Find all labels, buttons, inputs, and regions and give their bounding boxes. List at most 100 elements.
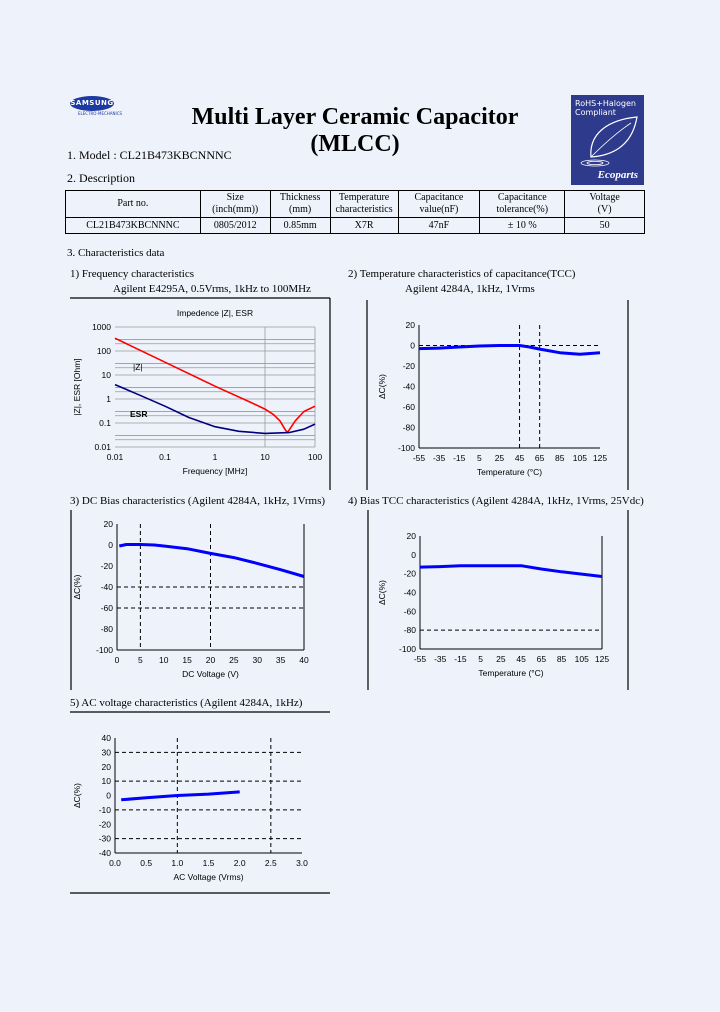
series-line [419, 564, 603, 578]
y-axis-label: ΔC(%) [377, 580, 387, 605]
badge-brand: Ecoparts [597, 169, 638, 181]
y-tick-label: -80 [101, 624, 114, 634]
x-tick-label: 25 [229, 655, 239, 665]
y-tick-label: 0.1 [99, 418, 111, 428]
x-tick-label: 5 [478, 654, 483, 664]
x-tick-label: 35 [276, 655, 286, 665]
chart-frames [70, 297, 629, 894]
x-tick-label: 25 [496, 654, 506, 664]
x-tick-label: 105 [573, 453, 587, 463]
rohs-ecoparts-badge: RoHS+Halogen Compliant Ecoparts [571, 95, 644, 185]
leaf-icon [580, 116, 638, 167]
column-header: Capacitance value(nF) [397, 190, 481, 218]
column-header: Size (inch(mm)) [199, 190, 271, 218]
chart-biastcc: -55 -35 -15 5 25 45 65 85 105 125 20 0 -20 -40 -60 -80 -… [377, 531, 609, 678]
y-tick-label: 40 [102, 733, 112, 743]
chart2-heading: 2) Temperature characteristics of capaci… [348, 268, 576, 280]
series-line [121, 790, 240, 802]
y-tick-label: 10 [102, 370, 112, 380]
y-tick-label: -40 [404, 588, 417, 598]
chart-dcbias: 0 5 10 15 20 25 30 35 40 20 0 -20 -40 -60 -80 -100 DC Vo… [72, 519, 309, 679]
y-tick-label: -40 [101, 582, 114, 592]
y-tick-label: 20 [104, 519, 114, 529]
y-tick-label: -80 [404, 625, 417, 635]
y-tick-label: -100 [399, 644, 416, 654]
y-tick-label: -40 [99, 848, 112, 858]
x-tick-label: 100 [308, 452, 322, 462]
x-tick-label: -55 [413, 453, 426, 463]
y-axis-label: ΔC(%) [377, 374, 387, 399]
y-tick-label: -40 [403, 382, 416, 392]
description-heading: 2. Description [67, 171, 135, 185]
chart3-heading: 3) DC Bias characteristics (Agilent 4284… [70, 495, 326, 507]
column-header: Capacitance tolerance(%) [479, 190, 566, 218]
y-tick-label: 0 [106, 791, 111, 801]
y-axis-label: ΔC(%) [72, 783, 82, 808]
y-tick-label: 0.01 [94, 442, 111, 452]
y-tick-label: -100 [96, 645, 113, 655]
x-tick-label: 65 [537, 654, 547, 664]
cell-thickness: 0.85mm [269, 217, 331, 234]
x-tick-label: -55 [414, 654, 427, 664]
y-tick-label: -100 [398, 443, 415, 453]
characteristics-heading: 3. Characteristics data [67, 247, 165, 259]
table-row: CL21B473KBCNNNC 0805/2012 0.85mm X7R 47n… [65, 217, 645, 234]
x-tick-label: -35 [434, 654, 447, 664]
chart1-heading: 1) Frequency characteristics [70, 268, 194, 280]
x-axis-label: Temperature (°C) [478, 668, 543, 678]
x-tick-label: 45 [516, 654, 526, 664]
x-tick-label: 125 [595, 654, 609, 664]
y-tick-label: 20 [407, 531, 417, 541]
series-line [114, 383, 316, 435]
x-tick-label: 10 [159, 655, 169, 665]
badge-line-2: Compliant [575, 108, 616, 117]
y-tick-label: 100 [97, 346, 111, 356]
description-table: Part no. Size (inch(mm)) Thickness (mm) Te… [65, 190, 645, 234]
y-axis-label: |Z|, ESR [Ohm] [72, 358, 82, 415]
x-axis-label: DC Voltage (V) [182, 669, 239, 679]
column-header: Thickness (mm) [269, 190, 331, 218]
chart4-heading: 4) Bias TCC characteristics (Agilent 428… [348, 495, 644, 507]
y-tick-label: -30 [99, 834, 112, 844]
series-label: ESR [130, 409, 147, 419]
x-tick-label: 0.5 [140, 858, 152, 868]
series-line [418, 344, 601, 356]
page-title: Multi Layer Ceramic Capacitor (MLCC) [191, 104, 519, 157]
x-tick-label: 1.5 [203, 858, 215, 868]
y-tick-label: 10 [102, 776, 112, 786]
y-tick-label: -20 [99, 819, 112, 829]
chart-tcc: -55 -35 -15 5 25 45 65 85 105 125 20 0 -20 -40 -60 -80 -… [377, 320, 607, 477]
y-tick-label: -60 [101, 603, 114, 613]
x-tick-label: -15 [453, 453, 466, 463]
x-tick-label: 5 [477, 453, 482, 463]
y-tick-label: 1000 [92, 322, 111, 332]
y-tick-label: -80 [403, 423, 416, 433]
x-tick-label: 85 [557, 654, 567, 664]
x-tick-label: 10 [260, 452, 270, 462]
model-label: 1. Model : CL21B473KBCNNNC [67, 148, 232, 162]
chart-freq: 0.01 0.1 1 10 100 1000 100 10 1 0.1 0.01 Frequency … [72, 308, 322, 476]
column-header: Temperature characteristics [329, 190, 399, 218]
gridlines [115, 326, 316, 448]
x-tick-label: -35 [433, 453, 446, 463]
series-line [118, 543, 305, 578]
cell-part-no: CL21B473KBCNNNC [65, 217, 201, 234]
table-header-row: Part no. Size (inch(mm)) Thickness (mm) Te… [65, 190, 645, 218]
y-tick-label: 0 [410, 341, 415, 351]
y-tick-label: -20 [404, 569, 417, 579]
x-tick-label: 0.1 [159, 452, 171, 462]
y-tick-label: -60 [403, 402, 416, 412]
x-tick-label: 1.0 [171, 858, 183, 868]
y-tick-label: -10 [99, 805, 112, 815]
cell-voltage: 50 [564, 217, 645, 234]
x-tick-label: 0 [115, 655, 120, 665]
x-tick-label: 15 [182, 655, 192, 665]
x-tick-label: 0.01 [107, 452, 124, 462]
x-tick-label: 5 [138, 655, 143, 665]
y-tick-label: 1 [106, 394, 111, 404]
samsung-logo: SAMSUNG ELECTRO-MECHANICS [68, 96, 148, 122]
x-tick-label: 30 [253, 655, 263, 665]
chart-title: Impedence |Z|, ESR [177, 308, 253, 318]
cell-tolerance: ± 10 % [479, 217, 566, 234]
